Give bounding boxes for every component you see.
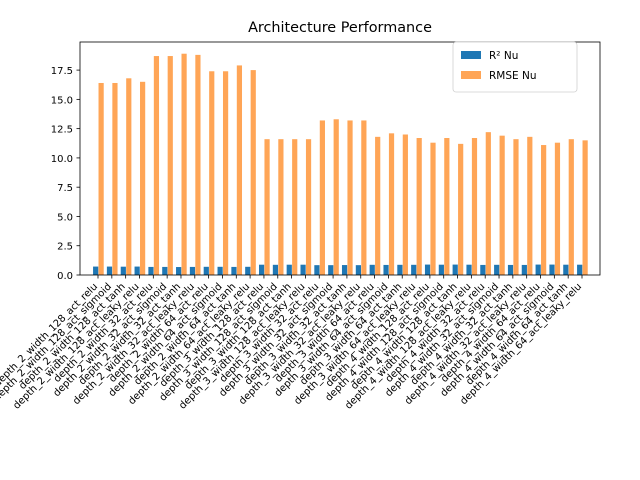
- legend-swatch: [461, 71, 481, 79]
- bar-r2-nu: [217, 266, 223, 275]
- bar-rmse-nu: [264, 139, 270, 275]
- bar-r2-nu: [369, 264, 375, 275]
- bar-r2-nu: [507, 264, 514, 275]
- bar-rmse-nu: [209, 71, 215, 276]
- bar-rmse-nu: [98, 82, 104, 275]
- bar-rmse-nu: [527, 136, 533, 275]
- bar-rmse-nu: [250, 70, 256, 275]
- bar-rmse-nu: [333, 119, 339, 275]
- bar-rmse-nu: [416, 138, 422, 275]
- bar-rmse-nu: [458, 143, 464, 275]
- bar-r2-nu: [466, 264, 472, 275]
- bar-r2-nu: [134, 266, 140, 275]
- chart-title: Architecture Performance: [248, 20, 432, 36]
- y-tick-label: 17.5: [51, 66, 73, 77]
- y-tick-label: 15.0: [51, 95, 73, 106]
- bar-r2-nu: [577, 264, 583, 275]
- y-tick-label: 0.0: [57, 271, 73, 282]
- bar-r2-nu: [494, 264, 500, 275]
- bar-r2-nu: [272, 264, 279, 275]
- axes-frame: [79, 41, 601, 276]
- bar-r2-nu: [93, 266, 99, 275]
- bar-rmse-nu: [222, 71, 229, 276]
- bar-rmse-nu: [568, 139, 574, 275]
- bar-r2-nu: [300, 264, 306, 275]
- bar-rmse-nu: [485, 132, 491, 275]
- legend-swatch: [461, 51, 481, 59]
- bar-r2-nu: [106, 266, 113, 275]
- bar-r2-nu: [148, 266, 154, 275]
- bar-r2-nu: [521, 264, 527, 275]
- bar-rmse-nu: [319, 120, 325, 275]
- bar-rmse-nu: [126, 78, 132, 275]
- y-tick-label: 5.0: [57, 212, 73, 223]
- bar-rmse-nu: [513, 139, 519, 275]
- bar-rmse-nu: [347, 120, 353, 275]
- bar-rmse-nu: [361, 120, 367, 275]
- bar-rmse-nu: [430, 142, 436, 275]
- bar-r2-nu: [452, 264, 458, 275]
- bar-r2-nu: [424, 264, 431, 275]
- bar-r2-nu: [314, 265, 320, 275]
- legend-label: RMSE Nu: [489, 70, 537, 82]
- bar-r2-nu: [328, 265, 334, 275]
- y-tick-label: 2.5: [57, 242, 73, 253]
- bar-rmse-nu: [554, 142, 561, 275]
- bar-r2-nu: [397, 264, 403, 275]
- bar-r2-nu: [231, 266, 237, 275]
- bar-rmse-nu: [582, 140, 588, 275]
- bar-rmse-nu: [444, 138, 450, 275]
- bar-r2-nu: [411, 264, 417, 275]
- bar-r2-nu: [245, 266, 251, 275]
- bar-rmse-nu: [278, 139, 284, 275]
- bar-rmse-nu: [388, 133, 395, 275]
- bar-r2-nu: [355, 265, 361, 275]
- bar-r2-nu: [341, 265, 348, 275]
- bar-r2-nu: [383, 264, 389, 275]
- bar-r2-nu: [480, 264, 486, 275]
- bar-r2-nu: [189, 266, 196, 275]
- y-tick-label: 7.5: [57, 183, 73, 194]
- bar-rmse-nu: [499, 135, 505, 275]
- bar-rmse-nu: [402, 134, 408, 275]
- bar-rmse-nu: [167, 56, 173, 275]
- bar-rmse-nu: [181, 53, 187, 276]
- bar-r2-nu: [286, 264, 292, 275]
- bar-rmse-nu: [541, 145, 547, 275]
- bar-rmse-nu: [292, 139, 298, 275]
- bar-r2-nu: [535, 264, 541, 275]
- bar-r2-nu: [176, 267, 182, 275]
- legend-box: [452, 41, 578, 93]
- legend: R² Nu RMSE Nu: [452, 41, 578, 93]
- bar-rmse-nu: [471, 138, 478, 275]
- bar-rmse-nu: [153, 56, 160, 275]
- bar-rmse-nu: [140, 81, 146, 275]
- bar-rmse-nu: [375, 136, 381, 275]
- bar-r2-nu: [438, 264, 444, 275]
- plot-area: 0.02.55.07.510.012.515.017.5depth_2_widt…: [0, 41, 601, 412]
- bar-r2-nu: [549, 264, 555, 275]
- bar-r2-nu: [203, 266, 209, 275]
- y-tick-label: 10.0: [51, 154, 73, 165]
- bar-r2-nu: [563, 264, 569, 275]
- y-tick-label: 12.5: [51, 125, 73, 136]
- bar-rmse-nu: [305, 139, 312, 275]
- bar-rmse-nu: [112, 82, 118, 275]
- legend-label: R² Nu: [489, 50, 518, 62]
- bar-r2-nu: [259, 264, 265, 275]
- bar-rmse-nu: [236, 65, 243, 275]
- bar-r2-nu: [120, 266, 126, 275]
- bar-rmse-nu: [195, 54, 201, 275]
- bar-r2-nu: [162, 266, 168, 275]
